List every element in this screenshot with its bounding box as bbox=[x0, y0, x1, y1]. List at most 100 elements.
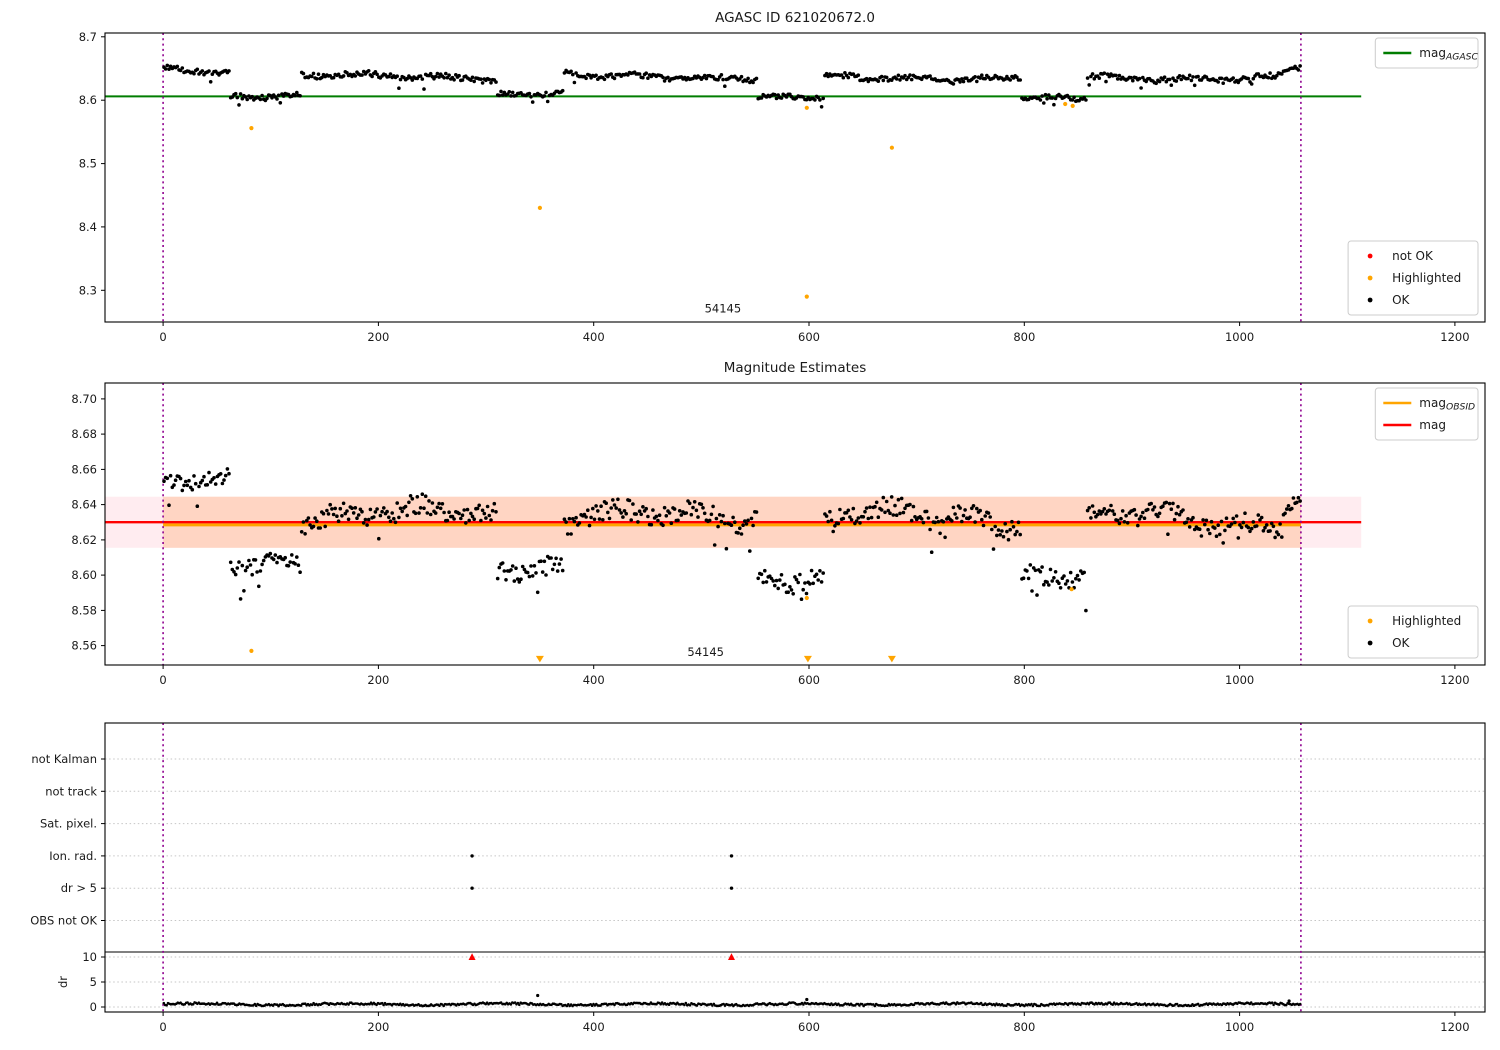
data-point bbox=[1042, 582, 1046, 587]
data-point bbox=[472, 517, 477, 521]
data-point bbox=[298, 570, 302, 574]
data-point bbox=[321, 511, 326, 516]
data-point bbox=[1136, 523, 1140, 528]
data-point bbox=[387, 74, 391, 79]
data-point bbox=[743, 519, 747, 523]
data-point bbox=[856, 73, 861, 77]
data-point bbox=[485, 504, 490, 509]
data-point bbox=[1231, 76, 1235, 80]
data-point bbox=[602, 77, 607, 82]
x-tick-label: 800 bbox=[1013, 673, 1035, 687]
data-point bbox=[525, 570, 530, 575]
data-point bbox=[973, 75, 977, 79]
data-point bbox=[515, 577, 520, 581]
data-point bbox=[954, 1003, 958, 1006]
data-point bbox=[1291, 496, 1296, 500]
data-point bbox=[1171, 501, 1175, 506]
data-point bbox=[462, 508, 467, 512]
data-point bbox=[405, 513, 410, 518]
data-point bbox=[821, 571, 825, 575]
data-point bbox=[1047, 93, 1051, 97]
data-point bbox=[447, 510, 451, 514]
data-point bbox=[839, 73, 844, 77]
data-point bbox=[679, 513, 684, 517]
data-point bbox=[544, 573, 548, 577]
data-point bbox=[975, 79, 979, 84]
data-point bbox=[805, 997, 809, 1002]
data-point bbox=[513, 1001, 517, 1004]
data-point bbox=[310, 74, 314, 79]
data-point bbox=[1016, 520, 1021, 525]
data-point bbox=[178, 476, 183, 481]
plot-border bbox=[104, 32, 1486, 323]
data-point bbox=[433, 511, 438, 515]
data-point bbox=[1296, 68, 1301, 72]
data-point bbox=[530, 574, 535, 578]
data-point bbox=[1151, 508, 1155, 512]
data-point bbox=[542, 559, 547, 564]
data-point bbox=[1028, 563, 1033, 567]
x-tick-label: 0 bbox=[159, 1020, 166, 1034]
data-point bbox=[754, 510, 759, 514]
data-point bbox=[542, 94, 547, 98]
data-point bbox=[592, 517, 597, 522]
data-point bbox=[569, 69, 573, 74]
data-point bbox=[791, 592, 795, 596]
data-point bbox=[1216, 523, 1220, 527]
data-point bbox=[868, 505, 872, 510]
data-point bbox=[644, 506, 648, 511]
data-point bbox=[804, 595, 809, 601]
data-point bbox=[898, 511, 902, 516]
flag-point bbox=[729, 886, 734, 890]
data-point bbox=[213, 482, 218, 486]
data-point bbox=[1089, 516, 1093, 520]
scatter-ok bbox=[162, 467, 1302, 613]
data-point bbox=[237, 560, 241, 564]
data-point bbox=[350, 506, 354, 511]
data-point bbox=[1280, 72, 1284, 76]
data-point bbox=[699, 502, 704, 507]
data-point bbox=[218, 472, 223, 476]
data-point bbox=[479, 77, 483, 81]
dr-tick-label: 5 bbox=[90, 975, 97, 989]
data-point bbox=[876, 515, 881, 519]
dr-tick-label: 0 bbox=[90, 1000, 97, 1014]
data-point bbox=[1273, 535, 1277, 540]
data-point bbox=[465, 507, 470, 512]
data-point bbox=[1191, 515, 1195, 520]
category-label: OBS not OK bbox=[30, 914, 97, 928]
data-point bbox=[1177, 512, 1182, 517]
data-point bbox=[851, 506, 856, 511]
data-point bbox=[879, 508, 884, 512]
data-point bbox=[819, 105, 824, 109]
x-tick-label: 800 bbox=[1013, 1020, 1035, 1034]
y-tick-label: 8.7 bbox=[79, 30, 97, 44]
data-point bbox=[1189, 78, 1194, 83]
data-point bbox=[1251, 76, 1256, 81]
data-point bbox=[1204, 518, 1209, 523]
data-point bbox=[965, 76, 969, 80]
data-point bbox=[470, 75, 475, 80]
data-point bbox=[1177, 74, 1182, 78]
data-point bbox=[716, 78, 720, 82]
data-point bbox=[1097, 76, 1102, 80]
legend-box bbox=[1374, 37, 1479, 69]
axes-frame: 0 200 400 600 800 1000 1200 bbox=[104, 722, 1486, 1034]
data-point bbox=[410, 78, 415, 82]
data-point bbox=[1249, 526, 1254, 531]
data-point bbox=[185, 483, 190, 488]
data-point bbox=[1298, 499, 1302, 503]
y-tick-label: 8.70 bbox=[71, 392, 97, 406]
data-point bbox=[417, 511, 421, 515]
data-point bbox=[437, 75, 441, 79]
data-point bbox=[353, 506, 358, 510]
data-point bbox=[958, 506, 962, 510]
data-point bbox=[1280, 535, 1284, 539]
data-point bbox=[657, 513, 662, 517]
data-point bbox=[459, 516, 463, 521]
data-point bbox=[190, 487, 195, 492]
data-point bbox=[702, 511, 707, 516]
data-point bbox=[514, 566, 518, 570]
data-point bbox=[1254, 524, 1259, 528]
